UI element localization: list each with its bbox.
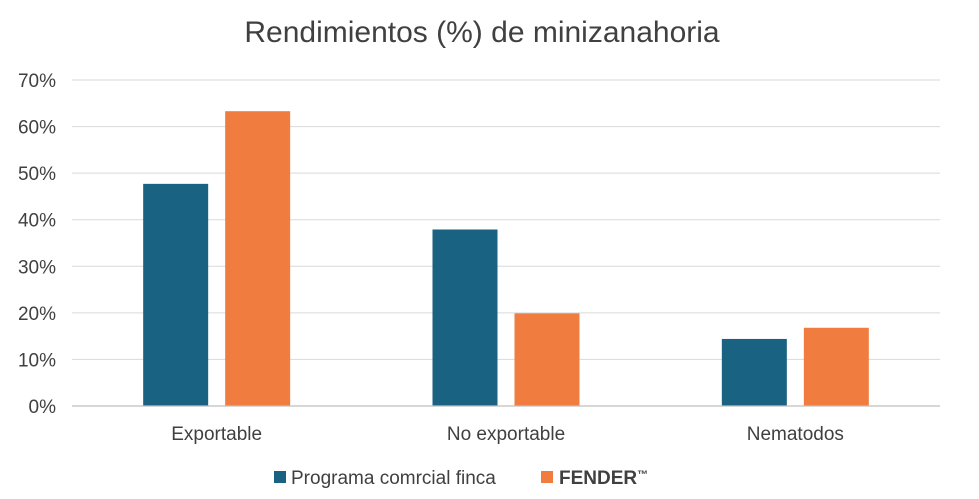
y-tick-label: 0% xyxy=(29,397,57,418)
legend-label-fender: FENDER™ xyxy=(559,468,648,489)
x-category-label: No exportable xyxy=(447,424,565,445)
legend-label-fender-name: FENDER xyxy=(559,468,637,489)
chart-title: Rendimientos (%) de minizanahoria xyxy=(244,16,720,49)
legend-swatch-fender xyxy=(541,471,553,483)
x-category-label: Nematodos xyxy=(747,424,844,445)
y-tick-label: 10% xyxy=(18,350,56,371)
bar-programa-exportable xyxy=(143,183,209,406)
bar-fender-exportable xyxy=(225,111,291,407)
y-tick-label: 50% xyxy=(18,164,56,185)
bar-programa-no-exportable xyxy=(432,229,498,406)
x-axis-categories: Exportable No exportable Nematodos xyxy=(171,424,844,445)
x-category-label: Exportable xyxy=(171,424,262,445)
y-tick-label: 60% xyxy=(18,118,56,139)
legend-label-fender-trademark: ™ xyxy=(637,469,648,481)
y-tick-label: 70% xyxy=(18,71,56,92)
legend: Programa comrcial finca FENDER™ xyxy=(274,468,648,489)
y-tick-label: 40% xyxy=(18,211,56,232)
legend-label-programa: Programa comrcial finca xyxy=(291,468,496,489)
bars xyxy=(143,111,869,407)
bar-programa-nematodos xyxy=(721,338,787,406)
y-tick-label: 20% xyxy=(18,304,56,325)
bar-fender-no-exportable xyxy=(514,313,580,406)
gridlines xyxy=(72,79,940,360)
y-tick-label: 30% xyxy=(18,257,56,278)
bar-fender-nematodos xyxy=(803,327,869,406)
legend-swatch-programa xyxy=(274,471,286,483)
y-axis-ticks: 0% 10% 20% 30% 40% 50% 60% 70% xyxy=(18,71,56,418)
